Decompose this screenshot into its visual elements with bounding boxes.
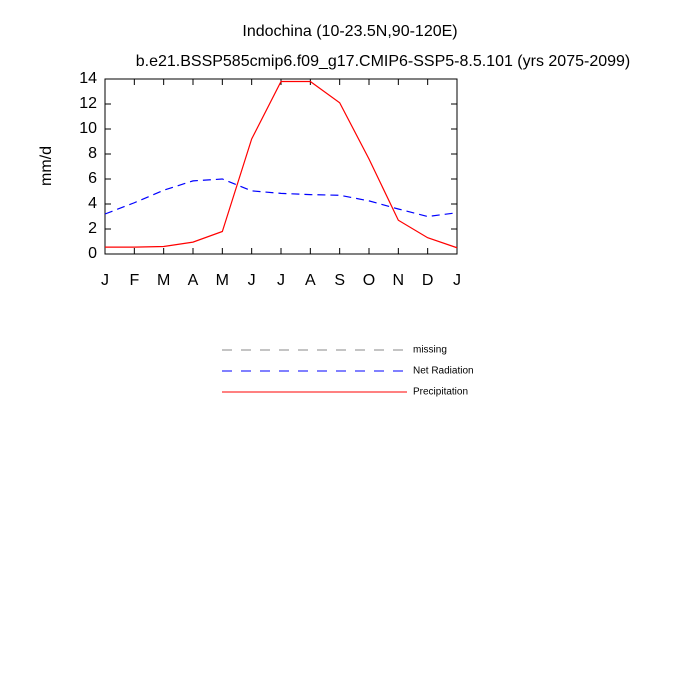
y-tick-label: 14 xyxy=(79,70,97,87)
x-tick-label: M xyxy=(216,272,229,289)
data-line xyxy=(104,178,458,218)
x-tick-label: A xyxy=(305,272,316,289)
x-tick-label: J xyxy=(101,272,109,289)
x-tick-label: D xyxy=(422,272,434,289)
data-line xyxy=(105,80,458,249)
x-tick-label: S xyxy=(334,272,345,289)
plot-frame xyxy=(104,78,458,255)
y-tick-label: 0 xyxy=(88,245,97,262)
y-axis-label: mm/d xyxy=(38,146,55,186)
legend-label: Net Radiation xyxy=(413,366,474,377)
x-tick-label: A xyxy=(188,272,199,289)
y-tick-label: 4 xyxy=(88,195,97,212)
y-tick-label: 10 xyxy=(79,120,97,137)
x-tick-label: J xyxy=(248,272,256,289)
y-tick-label: 8 xyxy=(88,145,97,162)
x-tick-label: J xyxy=(453,272,461,289)
x-tick-label: N xyxy=(393,272,405,289)
x-tick-label: J xyxy=(277,272,285,289)
chart-subtitle: b.e21.BSSP585cmip6.f09_g17.CMIP6-SSP5-8.… xyxy=(136,53,631,70)
x-tick-label: M xyxy=(157,272,170,289)
legend-label: Precipitation xyxy=(413,387,468,398)
chart-title: Indochina (10-23.5N,90-120E) xyxy=(242,23,457,40)
x-tick-label: O xyxy=(363,272,375,289)
y-tick-label: 2 xyxy=(88,220,97,237)
y-tick-label: 6 xyxy=(88,170,97,187)
y-tick-label: 12 xyxy=(79,95,97,112)
legend-label: missing xyxy=(413,345,447,356)
x-tick-label: F xyxy=(129,272,139,289)
